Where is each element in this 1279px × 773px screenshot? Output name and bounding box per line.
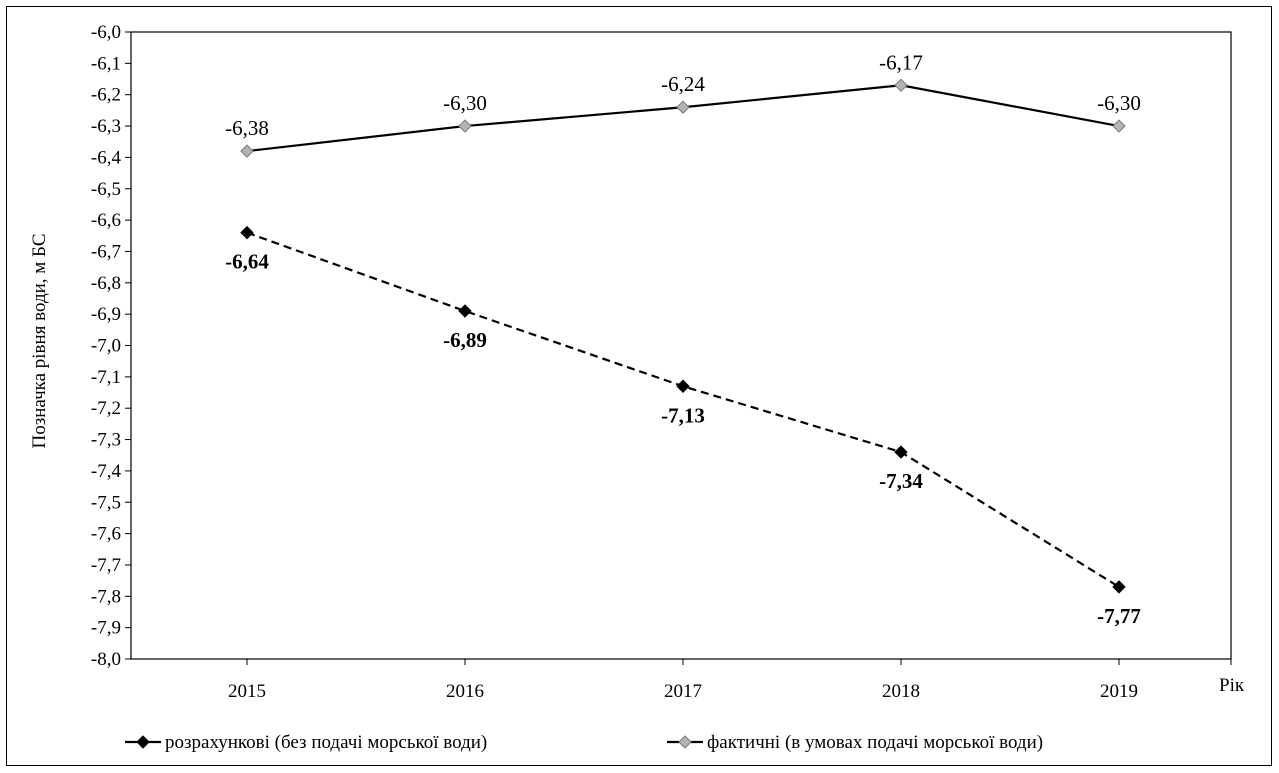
y-tick-label: -6,2 bbox=[91, 85, 121, 106]
x-tick-label: 2019 bbox=[1100, 681, 1138, 702]
legend: розрахункові (без подачі морської води) ф… bbox=[125, 732, 1043, 753]
y-tick-label: -8,0 bbox=[91, 649, 121, 670]
y-tick-label: -7,7 bbox=[91, 555, 121, 576]
x-axis-ticks: 2015 2016 2017 2018 2019 bbox=[228, 659, 1232, 702]
y-tick-label: -6,6 bbox=[91, 210, 121, 231]
legend-label: розрахункові (без подачі морської води) bbox=[165, 732, 487, 753]
y-tick-label: -6,0 bbox=[91, 22, 121, 43]
y-tick-label: -7,6 bbox=[91, 524, 121, 545]
x-tick-label: 2015 bbox=[228, 681, 266, 702]
data-label: -7,13 bbox=[661, 403, 705, 427]
y-tick-label: -7,9 bbox=[91, 618, 121, 639]
data-point bbox=[894, 445, 908, 459]
y-tick-label: -7,2 bbox=[91, 398, 121, 419]
legend-marker bbox=[136, 735, 150, 749]
data-label: -6,30 bbox=[1097, 91, 1141, 115]
data-label: -6,30 bbox=[443, 91, 487, 115]
data-point bbox=[894, 78, 908, 93]
data-label: -6,89 bbox=[443, 328, 487, 352]
data-point bbox=[240, 144, 254, 158]
y-tick-label: -6,1 bbox=[91, 53, 121, 74]
plot-area-border bbox=[130, 31, 1232, 660]
y-tick-label: -6,5 bbox=[91, 179, 121, 200]
y-axis-label: Позначка рівня води, м БС bbox=[29, 233, 50, 448]
data-point bbox=[1112, 119, 1126, 133]
x-tick-label: 2018 bbox=[882, 681, 920, 702]
y-tick-label: -7,0 bbox=[91, 336, 121, 357]
data-label: -7,77 bbox=[1097, 604, 1141, 628]
chart-frame: -6,0 -6,1 -6,2 -6,3 -6,4 -6,5 -6,6 -6,7 -6,8 -6,9… bbox=[6, 6, 1272, 766]
y-tick-label: -6,8 bbox=[91, 273, 121, 294]
data-point bbox=[240, 225, 254, 240]
y-tick-label: -7,1 bbox=[91, 367, 121, 388]
legend-label: фактичні (в умовах подачі морської води) bbox=[707, 732, 1043, 753]
line-chart: -6,0 -6,1 -6,2 -6,3 -6,4 -6,5 -6,6 -6,7 -6,8 -6,9… bbox=[29, 22, 1245, 753]
data-label: -6,17 bbox=[879, 50, 923, 74]
data-point bbox=[676, 100, 690, 114]
series-markers bbox=[240, 78, 1126, 594]
x-axis-label: Рік bbox=[1219, 675, 1245, 696]
y-tick-label: -6,9 bbox=[91, 304, 121, 325]
data-point bbox=[458, 119, 472, 133]
data-label: -6,24 bbox=[661, 72, 705, 96]
data-label: -6,64 bbox=[225, 250, 269, 274]
series-lines bbox=[246, 84, 1120, 588]
y-tick-label: -6,7 bbox=[91, 241, 121, 262]
y-tick-label: -6,3 bbox=[91, 116, 121, 137]
y-tick-label: -7,5 bbox=[91, 492, 121, 513]
x-tick-label: 2017 bbox=[664, 681, 702, 702]
data-point bbox=[1112, 580, 1126, 594]
data-label: -6,38 bbox=[225, 116, 269, 140]
data-label: -7,34 bbox=[879, 469, 923, 493]
legend-marker bbox=[678, 735, 692, 749]
y-tick-label: -7,8 bbox=[91, 586, 121, 607]
data-point bbox=[676, 379, 690, 393]
y-axis-ticks: -6,0 -6,1 -6,2 -6,3 -6,4 -6,5 -6,6 -6,7 -6,8 -6,9… bbox=[91, 22, 131, 670]
y-tick-label: -7,4 bbox=[91, 461, 122, 482]
data-labels: -6,64 -6,89 -7,13 -7,34 -7,77 -6,38 -6,30 -6,24… bbox=[225, 50, 1141, 628]
axes bbox=[130, 31, 1232, 660]
y-tick-label: -7,3 bbox=[91, 430, 121, 451]
x-tick-label: 2016 bbox=[446, 681, 484, 702]
data-point bbox=[458, 304, 472, 318]
y-tick-label: -6,4 bbox=[91, 147, 122, 168]
